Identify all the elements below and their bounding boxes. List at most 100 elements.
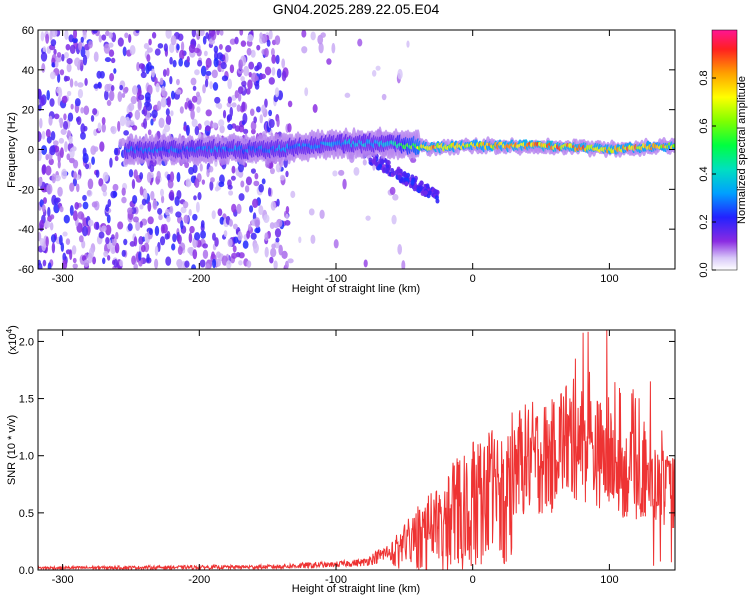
spectrogram-noise-blob (248, 223, 252, 231)
spectrogram-noise-blob (109, 157, 113, 168)
spectrogram-noise-blob (192, 249, 198, 260)
spectrogram-noise-blob (199, 259, 206, 268)
spectrogram-noise-blob (319, 209, 325, 219)
spectrogram-noise-blob (206, 169, 210, 178)
spectrogram-noise-blob (68, 135, 73, 145)
spectrogram-noise-blob (40, 51, 48, 62)
spectrogram-sweep-blob (371, 159, 376, 165)
spectrogram-noise-blob (188, 208, 192, 216)
spectrogram-noise-blob (117, 37, 124, 47)
spectrogram-noise-blob (271, 54, 277, 64)
spectrogram-noise-blob (61, 53, 65, 62)
snr-y-multiplier-close: ) (7, 325, 19, 329)
spectrogram-noise-blob (157, 207, 163, 215)
spectrogram-noise-blob (259, 32, 263, 39)
spectrogram-noise-blob (166, 67, 170, 77)
spectrogram-noise-blob (139, 204, 144, 210)
spectrogram-noise-blob (194, 232, 201, 241)
spectrogram-noise-blob (138, 251, 142, 261)
spectrogram-noise-blob (101, 116, 106, 125)
spectrogram-noise-blob (139, 186, 144, 196)
spectrogram-noise-blob (131, 255, 136, 266)
spectrogram-noise-blob (250, 49, 256, 58)
spectrogram-sweep-blob (412, 186, 417, 192)
spectrogram-noise-blob (259, 114, 263, 124)
spectrogram-noise-blob (53, 113, 60, 120)
spectrogram-noise-blob (301, 46, 308, 54)
spectrogram-noise-blob (344, 92, 351, 98)
spectrogram-noise-blob (137, 99, 142, 111)
spectrogram-noise-blob (229, 38, 236, 45)
spectrogram-noise-blob (185, 124, 190, 136)
spectrogram-noise-blob (146, 47, 153, 53)
spectrogram-noise-blob (199, 30, 205, 37)
spectrogram-noise-blob (232, 223, 238, 230)
spectrogram-noise-blob (140, 71, 147, 79)
spectrogram-noise-blob (205, 70, 212, 76)
spectrogram-noise-blob (138, 236, 144, 245)
spectrogram-noise-blob (338, 169, 345, 176)
spectrogram-noise-blob (148, 229, 153, 235)
spectrogram-noise-blob (246, 230, 251, 240)
spectrogram-noise-blob (82, 30, 87, 40)
spectrogram-noise-blob (191, 95, 198, 103)
spectrogram-noise-blob (333, 239, 339, 249)
spectrogram-noise-blob (231, 203, 237, 213)
spectrogram-noise-blob (154, 258, 159, 269)
spectrogram-noise-blob (205, 57, 212, 68)
spectrogram-noise-blob (169, 171, 175, 183)
spectrogram-noise-blob (249, 205, 254, 213)
spectrogram-noise-blob (234, 90, 239, 99)
spectrogram-noise-blob (61, 95, 68, 104)
spectrogram-noise-blob (195, 201, 200, 213)
spectrogram-noise-blob (175, 89, 182, 95)
spectrogram-noise-blob (212, 232, 216, 241)
colorbar-ticks: 0.0 0.2 0.4 0.6 0.8 (698, 70, 716, 278)
spectrogram-noise-blob (230, 175, 236, 181)
spectrogram-noise-blob (204, 125, 212, 131)
spectrogram-noise-blob (266, 39, 271, 47)
spectrogram-noise-blob (176, 78, 180, 86)
spectrogram-noise-blob (253, 180, 260, 187)
spectrogram-noise-blob (122, 87, 129, 94)
spectrogram-x-tick-label: -100 (325, 273, 347, 285)
spectrogram-noise-blob (285, 213, 289, 220)
spectrogram-noise-blob (46, 183, 53, 195)
spectrogram-noise-blob (362, 159, 367, 166)
spectrogram-x-ticks: -300 -200 -100 0 100 (52, 30, 619, 285)
spectrogram-noise-blob (138, 63, 145, 70)
spectrogram-noise-blob (91, 156, 95, 166)
spectrogram-noise-blob (208, 165, 214, 173)
spectrogram-noise-blob (279, 174, 286, 181)
spectrogram-noise-blob (51, 242, 56, 254)
spectrogram-noise-blob (238, 260, 243, 266)
spectrogram-noise-blob (141, 198, 147, 206)
spectrogram-noise-blob (258, 183, 264, 193)
spectrogram-noise-blob (245, 176, 253, 186)
spectrogram-noise-blob (74, 80, 78, 87)
spectrogram-noise-blob (117, 221, 124, 230)
spectrogram-noise-blob (201, 179, 206, 185)
colorbar: 0.0 0.2 0.4 0.6 0.8 Normalized spectral ampl… (698, 29, 748, 278)
spectrogram-noise-blob (208, 30, 216, 37)
spectrogram-noise-blob (57, 73, 61, 83)
spectrogram-noise-blob (227, 123, 233, 131)
spectrogram-noise-blob (287, 123, 292, 133)
spectrogram-noise-blob (38, 177, 43, 187)
spectrogram-noise-blob (187, 180, 192, 187)
spectrogram-noise-blob (117, 120, 121, 132)
spectrogram-sweep-blob (386, 160, 391, 166)
spectrogram-noise-blob (290, 190, 296, 199)
spectrogram-noise-blob (165, 208, 170, 216)
spectrogram-x-tick-label: -300 (52, 273, 74, 285)
spectrogram-noise-blob (67, 112, 74, 122)
spectrogram-noise-blob (88, 40, 93, 49)
spectrogram-noise-blob (73, 30, 78, 40)
spectrogram-noise-blob (195, 94, 202, 105)
spectrogram-noise-blob (154, 225, 160, 237)
spectrogram-noise-blob (219, 30, 224, 36)
spectrogram-noise-blob (49, 71, 56, 80)
spectrogram-noise-blob (401, 260, 406, 269)
spectrogram-noise-blob (45, 153, 50, 161)
spectrogram-noise-blob (269, 167, 275, 175)
